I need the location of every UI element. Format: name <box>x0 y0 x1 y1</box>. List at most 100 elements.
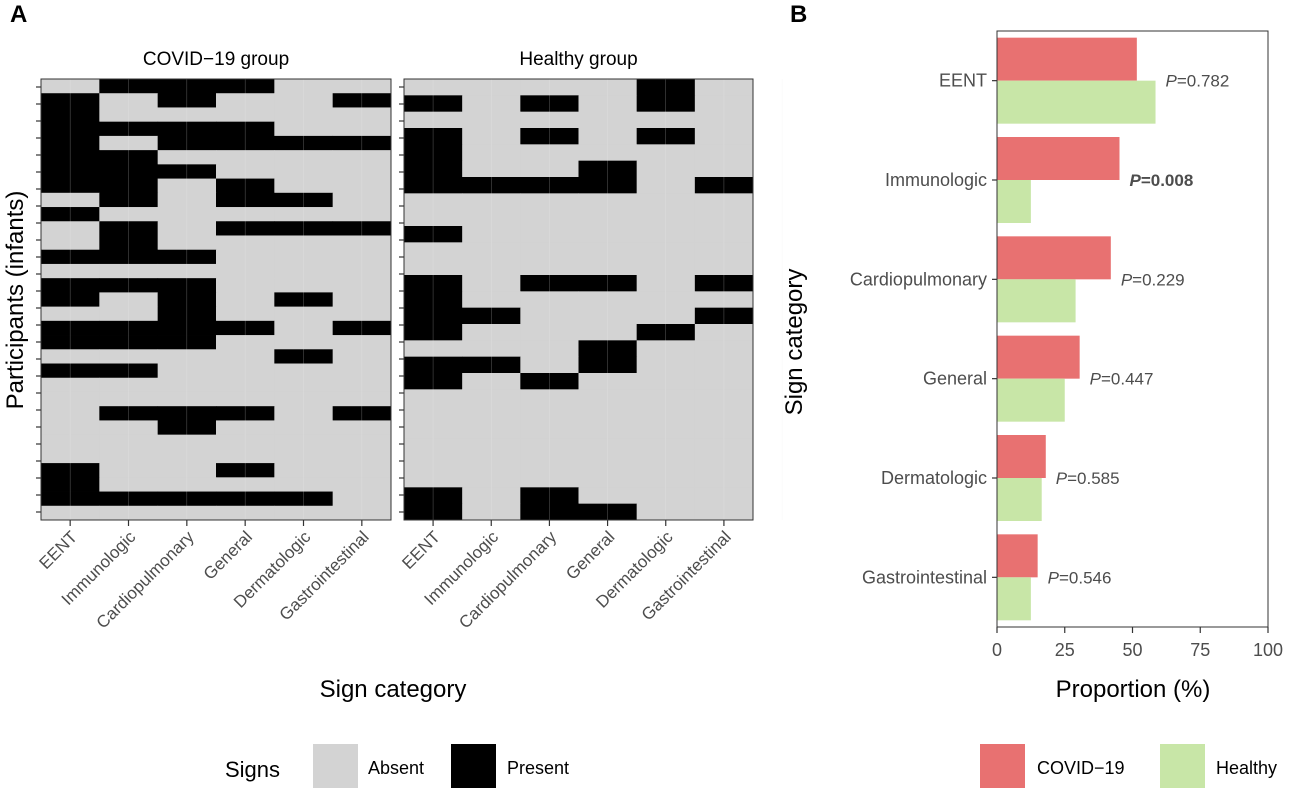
heatmap-tile <box>274 420 334 436</box>
heatmap-tile <box>462 307 521 325</box>
heatmap-tile <box>274 477 334 492</box>
heatmap-tile <box>274 121 334 137</box>
heatmap-tile <box>274 150 334 165</box>
panel-label-a: A <box>10 1 27 28</box>
bar-x-tick-label: 50 <box>1122 640 1142 660</box>
heatmap-x-tick-label: General <box>562 527 618 583</box>
facet-panel-border <box>403 78 754 521</box>
bar-x-tick-label: 75 <box>1190 640 1210 660</box>
legend-label-healthy: Healthy <box>1216 758 1277 778</box>
heatmap-tile <box>462 95 521 113</box>
heatmap-tile <box>41 335 100 350</box>
heatmap-tile <box>41 477 100 492</box>
heatmap-tile <box>274 192 334 208</box>
heatmap-tile <box>41 121 100 137</box>
heatmap-tile <box>462 128 521 145</box>
bar-covid <box>997 236 1111 280</box>
p-value-label: P=0.585 <box>1056 469 1120 488</box>
heatmap-tile <box>157 164 217 179</box>
heatmap-tile <box>41 150 100 165</box>
heatmap-tile <box>157 320 217 336</box>
heatmap-tile <box>462 291 521 309</box>
heatmap-tile <box>462 438 521 456</box>
bar-x-tick-label: 100 <box>1253 640 1283 660</box>
bar-covid <box>997 335 1080 379</box>
heatmap-tile <box>41 79 100 94</box>
heatmap-tile <box>462 340 521 358</box>
heatmap-tile <box>274 93 334 108</box>
heatmap-tile <box>157 207 217 222</box>
heatmap-tile <box>462 487 521 505</box>
bar-legend: COVID−19 Healthy <box>980 744 1277 788</box>
heatmap-x-tick-label: Cardiopulmonary <box>455 527 560 632</box>
heatmap-tile <box>157 93 217 108</box>
heatmap-tile <box>41 463 100 478</box>
heatmap-tile <box>41 221 100 236</box>
heatmap-tile <box>157 221 217 236</box>
heatmap-tile <box>462 242 521 260</box>
bar-healthy <box>997 279 1076 323</box>
heatmap-tile <box>41 93 100 108</box>
heatmap-tile <box>157 79 217 94</box>
bar-category-label: Cardiopulmonary <box>850 269 987 289</box>
heatmap-tile <box>41 377 100 393</box>
heatmap-tile <box>462 111 521 129</box>
heatmap-legend: Signs Absent Present <box>225 744 569 788</box>
legend-key-present <box>451 744 496 788</box>
heatmap-tile <box>41 306 100 322</box>
heatmap-tile <box>274 448 334 464</box>
heatmap-tile <box>157 278 217 293</box>
heatmap-tile <box>41 135 100 151</box>
heatmap-tile <box>41 320 100 336</box>
heatmap-tile <box>274 249 334 265</box>
bar-category-label: General <box>923 369 987 389</box>
heatmap-tile <box>462 177 521 194</box>
heatmap-tile <box>462 356 521 374</box>
panel-label-b: B <box>790 1 807 28</box>
p-value-label: P=0.008 <box>1129 171 1193 190</box>
heatmap-tile <box>41 391 100 407</box>
heatmap-tile <box>41 420 100 436</box>
heatmap-tile <box>157 263 217 279</box>
heatmap-tile <box>274 278 334 293</box>
bar-category-label: Immunologic <box>885 170 987 190</box>
heatmap-tile <box>274 135 334 151</box>
heatmap-tile <box>274 406 334 421</box>
heatmap-tile <box>274 178 334 194</box>
heatmap-tile <box>157 292 217 308</box>
bar-layer: EENT P=0.782 Immunologic P=0.008 Cardiopulmo… <box>850 30 1283 660</box>
heatmap-tile <box>462 503 521 521</box>
bar-healthy <box>997 378 1065 422</box>
heatmap-tile <box>41 263 100 279</box>
heatmap-tile <box>462 79 521 96</box>
heatmap-tile <box>41 278 100 293</box>
bar-covid <box>997 435 1046 478</box>
heatmap-tile <box>157 121 217 137</box>
heatmap-tile <box>41 349 100 364</box>
heatmap-tile <box>157 420 217 436</box>
heatmap-tile <box>157 178 217 194</box>
heatmap-tile <box>274 306 334 322</box>
bar-healthy <box>997 478 1042 521</box>
heatmap-tile <box>157 377 217 393</box>
heatmap-tile <box>274 79 334 94</box>
heatmap-tile <box>157 448 217 464</box>
heatmap-y-axis-label: Participants (infants) <box>2 191 29 410</box>
heatmap-tile <box>157 150 217 165</box>
heatmap-tile <box>157 192 217 208</box>
heatmap-tile <box>41 178 100 194</box>
heatmap-tile <box>462 422 521 439</box>
heatmap-tile <box>462 160 521 178</box>
heatmap-tile <box>274 263 334 279</box>
heatmap-tile <box>274 235 334 251</box>
legend-key-covid <box>980 744 1025 788</box>
heatmap-tile <box>41 249 100 265</box>
bar-covid <box>997 137 1120 180</box>
heatmap-tile <box>41 235 100 251</box>
heatmap-tile <box>157 406 217 421</box>
legend-key-absent <box>313 744 358 788</box>
bar-category-label: Gastrointestinal <box>862 567 987 587</box>
heatmap-x-axis-label: Sign category <box>320 676 467 703</box>
bar-y-axis-label: Sign category <box>781 269 808 416</box>
